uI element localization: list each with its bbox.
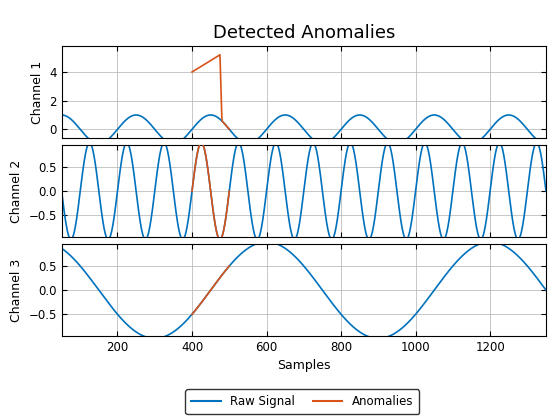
Y-axis label: Channel 2: Channel 2 (10, 160, 23, 223)
X-axis label: Samples: Samples (277, 360, 330, 373)
Y-axis label: Channel 1: Channel 1 (31, 60, 44, 123)
Y-axis label: Channel 3: Channel 3 (10, 259, 23, 322)
Legend: Raw Signal, Anomalies: Raw Signal, Anomalies (185, 389, 419, 414)
Title: Detected Anomalies: Detected Anomalies (213, 24, 395, 42)
